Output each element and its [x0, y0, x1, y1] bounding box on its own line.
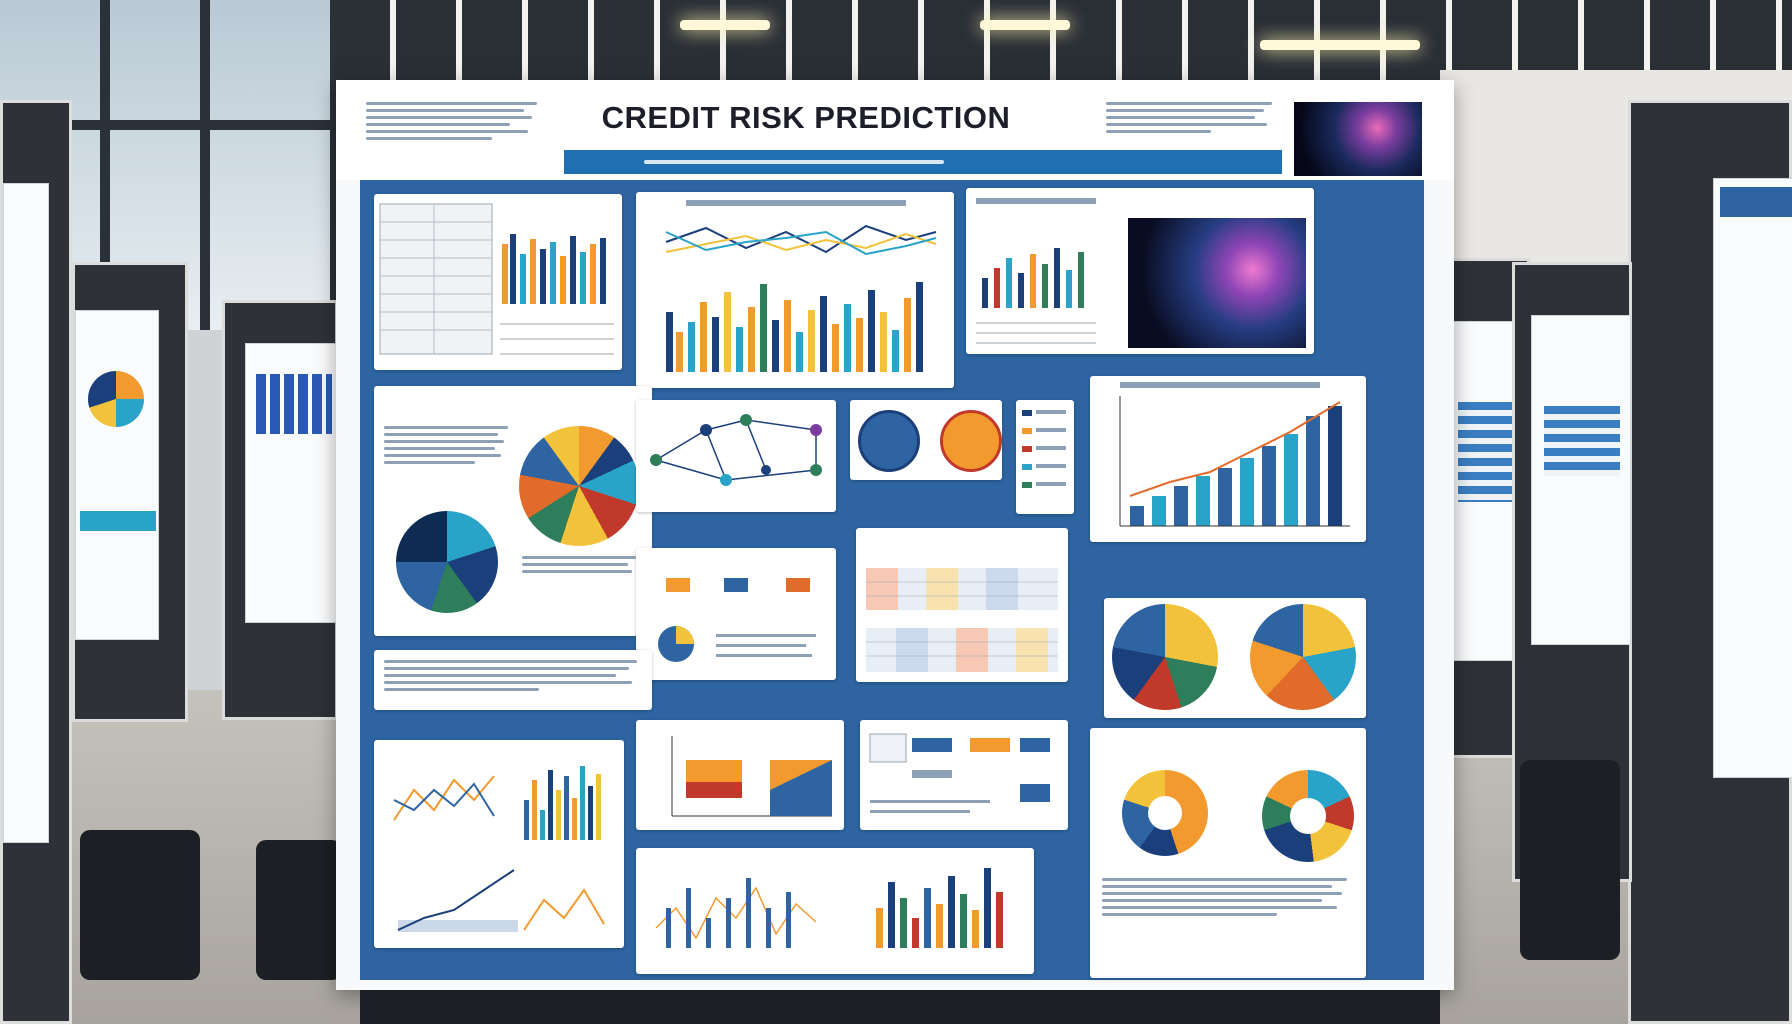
side-poster: [75, 310, 159, 640]
side-poster: [1713, 178, 1792, 778]
donut-summary-panel: [1090, 728, 1366, 978]
pie-chart-icon: [88, 371, 144, 427]
multi-chart-panel: [374, 740, 624, 948]
ceiling-light-icon: [1260, 40, 1420, 50]
header-text-block: [1106, 102, 1281, 137]
poster-body: [360, 180, 1424, 980]
side-poster: [3, 183, 49, 843]
table-icon: [80, 511, 156, 531]
ceiling-light-icon: [680, 20, 770, 30]
table-icon: [1544, 406, 1620, 476]
poster-title: CREDIT RISK PREDICTION: [601, 100, 1011, 135]
line-bar-panel: [636, 192, 954, 388]
legend-panel: [1016, 400, 1074, 514]
galaxy-image: [1128, 218, 1306, 348]
pie-panel: [374, 386, 652, 636]
mini-chart-panel: [636, 548, 836, 680]
donut-chart-icon: [1122, 770, 1208, 856]
table-icon: [1458, 402, 1518, 502]
two-pie-panel: [1104, 598, 1366, 718]
donut-icon: [858, 410, 920, 472]
pie-chart-icon: [1250, 604, 1356, 710]
heatmap-table-panel: [856, 528, 1068, 682]
main-poster: CREDIT RISK PREDICTION: [336, 80, 1454, 990]
poster-board: [0, 100, 72, 1024]
header-text-block: [366, 102, 546, 144]
side-poster-header: [1720, 187, 1792, 217]
donut-panel: [850, 400, 1002, 480]
galaxy-image: [1294, 102, 1422, 176]
poster-board: [222, 300, 339, 720]
network-panel: [636, 400, 836, 512]
chair-icon: [256, 840, 342, 980]
pie-chart-icon: [1112, 604, 1218, 710]
bottom-bars-panel: [636, 848, 1034, 974]
donut-chart-icon: [1262, 770, 1354, 862]
bar-image-panel: [966, 188, 1314, 354]
poster-board: [1628, 100, 1792, 1024]
pie-chart-icon: [519, 426, 639, 546]
chair-icon: [80, 830, 200, 980]
pie-chart-icon: [396, 511, 498, 613]
easel-base: [360, 990, 1440, 1024]
donut-icon: [940, 410, 1002, 472]
text-panel: [374, 650, 652, 710]
growth-panel: [1090, 376, 1366, 542]
side-poster: [245, 343, 339, 623]
side-poster: [1531, 315, 1631, 645]
bar-chart-icon: [256, 374, 332, 434]
table-bar-panel: [374, 194, 622, 370]
ceiling-light-icon: [980, 20, 1070, 30]
chair-icon: [1520, 760, 1620, 960]
title-bar: [564, 150, 1282, 174]
poster-board: [72, 262, 188, 722]
flow-panel: [860, 720, 1068, 830]
step-chart-panel: [636, 720, 844, 830]
